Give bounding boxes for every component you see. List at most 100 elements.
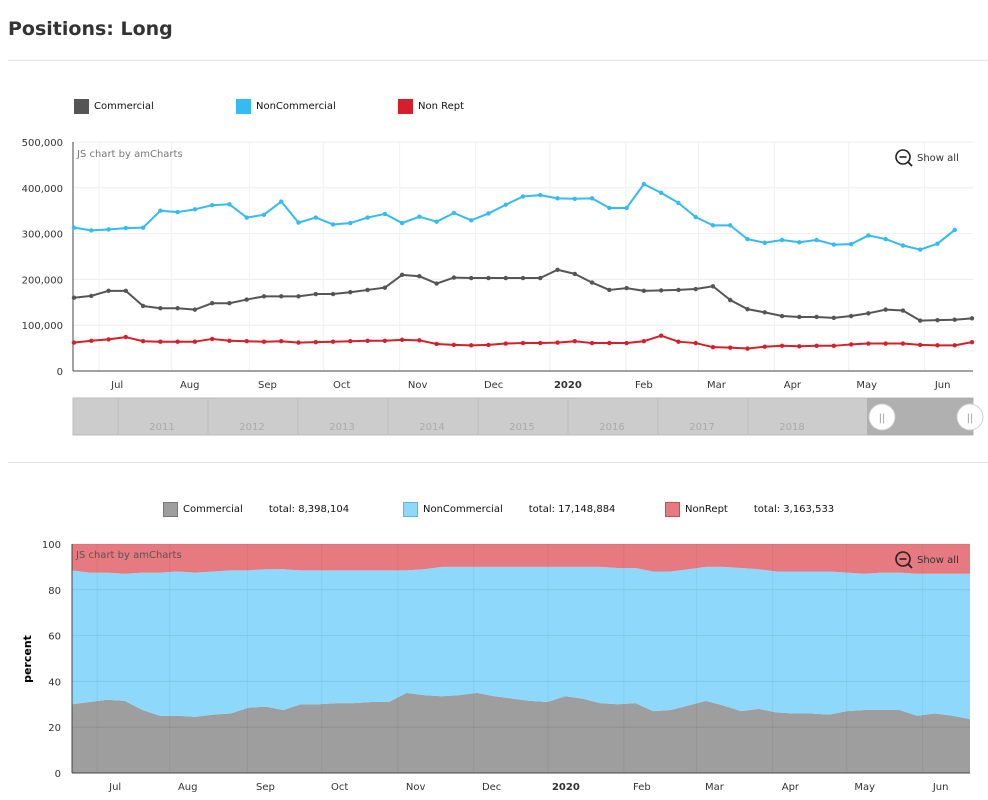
data-point-commercial [658, 288, 664, 293]
legend2-item-nonrept[interactable]: NonRept total: 3,163,533 [665, 501, 835, 517]
chart2-xtick: Feb [633, 782, 651, 793]
chart1-xtick: Oct [333, 380, 350, 391]
data-point-commercial [589, 280, 595, 285]
scrollbar-year-label: 2016 [599, 422, 624, 433]
chart2-ytick: 40 [48, 677, 61, 688]
chart2-axes: 0 20 40 60 80 100 Jul Aug Sep Oct Nov Dec 2020 Feb Mar… [42, 540, 970, 793]
data-point-non-rept [175, 339, 180, 344]
data-point-non-rept [106, 337, 111, 342]
chart2-credit[interactable]: JS chart by amCharts [75, 550, 182, 561]
legend-swatch-nonrept [398, 98, 413, 114]
data-point-noncommercial [71, 225, 77, 230]
data-point-commercial [969, 316, 975, 321]
data-point-noncommercial [555, 196, 560, 201]
legend2-total-noncommercial: total: 17,148,884 [528, 503, 616, 515]
zoom-out-icon [895, 149, 911, 165]
data-point-commercial [175, 306, 180, 311]
data-point-non-rept [883, 341, 888, 346]
data-point-commercial [848, 313, 854, 319]
data-point-non-rept [624, 340, 629, 346]
legend-swatch-commercial [74, 98, 89, 114]
scrollbar-grip-right[interactable]: || [956, 403, 984, 431]
data-point-commercial [624, 285, 629, 291]
data-point-noncommercial [641, 181, 647, 187]
chart1-ytick: 500,000 [22, 138, 63, 149]
data-point-noncommercial [106, 227, 111, 232]
legend2-total-commercial: total: 8,398,104 [268, 503, 350, 515]
data-point-commercial [952, 317, 957, 322]
data-point-non-rept [814, 343, 819, 349]
data-point-noncommercial [831, 242, 837, 247]
data-point-non-rept [848, 342, 854, 347]
chart1-credit[interactable]: JS chart by amCharts [76, 149, 183, 160]
chart2-xtick: Mar [705, 782, 725, 793]
data-point-noncommercial [503, 202, 508, 207]
data-point-commercial [89, 293, 94, 299]
chart1-ytick: 400,000 [22, 184, 63, 195]
data-point-non-rept [831, 343, 837, 349]
legend2-item-commercial[interactable]: Commercial total: 8,398,104 [163, 501, 350, 517]
legend-label-nonrept: Non Rept [418, 100, 465, 112]
data-point-non-rept [140, 339, 146, 344]
chart1-grid [73, 141, 973, 372]
legend-swatch-noncommercial [236, 98, 251, 114]
chart2-xtick: Jul [108, 782, 121, 793]
data-point-non-rept [693, 340, 698, 346]
data-point-commercial [261, 294, 267, 299]
data-point-non-rept [468, 343, 474, 348]
chart2-ytick: 20 [48, 723, 61, 734]
data-point-non-rept [779, 343, 785, 349]
data-point-noncommercial [158, 208, 163, 213]
chart2-show-all-label: Show all [917, 555, 959, 566]
data-point-non-rept [279, 339, 284, 344]
scrollbar-track[interactable] [72, 397, 974, 436]
chart2-ytick: 60 [48, 632, 61, 643]
data-point-commercial [693, 286, 698, 292]
legend2-total-nonrept: total: 3,163,533 [753, 503, 835, 515]
data-point-non-rept [969, 339, 975, 345]
data-point-commercial [158, 306, 163, 311]
chart1-xtick: Apr [784, 380, 802, 391]
legend-item-nonrept[interactable]: Non Rept [398, 98, 465, 114]
grip-right-circle[interactable] [956, 403, 984, 431]
data-point-noncommercial [123, 225, 129, 231]
data-point-noncommercial [883, 236, 888, 242]
chart1-ytick: 300,000 [22, 230, 63, 241]
chart2-xtick: Aug [178, 782, 198, 793]
data-point-commercial [676, 287, 681, 293]
chart2-ylabel: percent [21, 635, 34, 683]
legend-item-noncommercial[interactable]: NonCommercial [236, 98, 336, 114]
chart1-xtick: Aug [180, 380, 200, 391]
scrollbar-grip-left[interactable]: || [868, 403, 896, 431]
data-point-non-rept [572, 339, 578, 344]
grip-left-circle[interactable] [868, 403, 896, 431]
data-point-non-rept [538, 340, 543, 346]
chart1-show-all-button[interactable]: Show all [895, 149, 959, 167]
legend-item-commercial[interactable]: Commercial [74, 98, 154, 114]
data-point-commercial [555, 267, 560, 272]
chart2-xtick: 2020 [552, 782, 580, 793]
chart2-ytick: 80 [48, 586, 61, 597]
legend2-swatch-nonrept [665, 501, 680, 517]
data-point-commercial [399, 272, 405, 278]
legend2-item-noncommercial[interactable]: NonCommercial total: 17,148,884 [403, 501, 616, 517]
chart1-scrollbar[interactable]: 2011 2012 2013 2014 2015 2016 2017 2018 || || [72, 397, 984, 436]
data-point-noncommercial [468, 218, 474, 223]
data-point-commercial [883, 307, 888, 312]
chart2-ytick: 0 [55, 769, 61, 780]
data-point-non-rept [192, 339, 198, 344]
zoom-out-icon [895, 551, 911, 567]
data-point-commercial [745, 306, 750, 312]
data-point-noncommercial [279, 199, 284, 204]
data-point-non-rept [451, 342, 457, 348]
data-point-non-rept [330, 339, 336, 344]
data-point-commercial [71, 295, 77, 300]
scrollbar-years: 2011 2012 2013 2014 2015 2016 2017 2018 [117, 399, 805, 434]
chart2-show-all-button[interactable]: Show all [895, 551, 959, 569]
page-title: Positions: Long [8, 18, 173, 40]
data-point-non-rept [589, 340, 595, 346]
data-point-commercial [572, 271, 578, 277]
data-point-noncommercial [365, 215, 370, 220]
data-point-noncommercial [797, 240, 802, 245]
chart1-xtick: Feb [635, 380, 653, 391]
